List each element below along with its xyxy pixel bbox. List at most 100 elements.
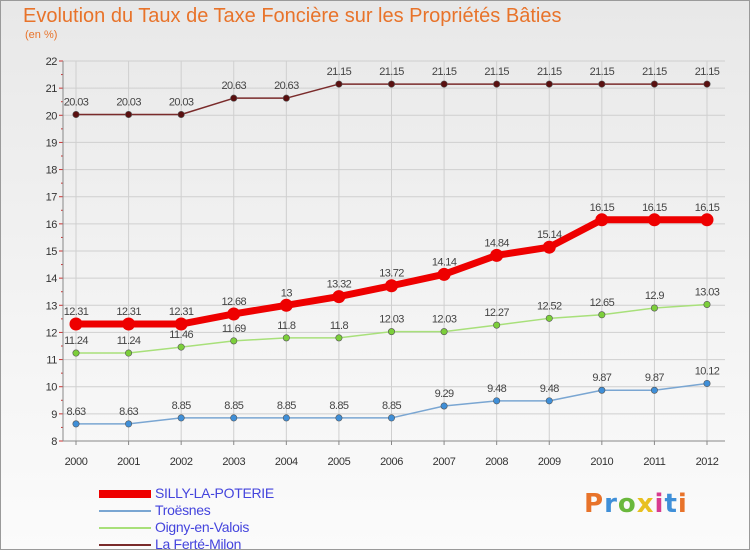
data-label: 12.52 (537, 300, 562, 312)
data-labels: 12.31 12.31 12.31 12.68 13 13.32 13.72 14.14 14.… (64, 66, 721, 418)
legend-swatch (99, 510, 151, 512)
data-point (174, 317, 188, 331)
data-label: 8.85 (172, 400, 191, 412)
y-unit-label: (en %) (25, 29, 58, 41)
y-tick-label: 9 (51, 409, 57, 421)
x-tick-label: 2006 (380, 456, 403, 468)
data-point (177, 414, 185, 422)
x-tick-label: 2010 (590, 456, 613, 468)
data-point (545, 397, 553, 405)
y-tick-label: 13 (46, 300, 58, 312)
x-tick-label: 2000 (65, 456, 88, 468)
data-label: 8.63 (119, 406, 138, 418)
data-label: 10.12 (695, 365, 720, 377)
data-label: 8.63 (66, 406, 85, 418)
axes: 8 9 10 11 12 13 14 15 16 17 18 19 20 21 22 2000 2001 2002… (46, 56, 725, 468)
data-point (385, 279, 398, 293)
data-label: 12.31 (169, 306, 194, 318)
grid-lines (63, 60, 725, 442)
data-label: 16.15 (695, 202, 720, 214)
data-point (545, 80, 553, 88)
logo-letter: r (604, 489, 618, 519)
data-point (647, 213, 661, 227)
data-point (282, 414, 290, 422)
data-point (700, 213, 714, 227)
y-tick-label: 16 (46, 219, 58, 231)
legend-swatch (99, 527, 151, 529)
x-tick-label: 2007 (433, 456, 456, 468)
data-point (650, 80, 658, 88)
data-label: 11.8 (330, 320, 349, 332)
data-label: 21.15 (327, 66, 352, 78)
data-point (595, 213, 609, 227)
y-tick-label: 21 (46, 83, 58, 95)
data-point (177, 110, 185, 118)
y-tick-label: 17 (46, 192, 58, 204)
data-label: 9.87 (592, 372, 611, 384)
data-label: 9.48 (540, 383, 559, 395)
data-label: 13.03 (695, 286, 720, 298)
data-label: 21.15 (695, 66, 720, 78)
data-label: 11.8 (277, 320, 296, 332)
data-label: 15.14 (537, 229, 562, 241)
data-label: 12.31 (116, 306, 141, 318)
data-label: 21.15 (379, 66, 404, 78)
data-label: 16.15 (642, 202, 667, 214)
data-point (440, 402, 448, 410)
data-point (387, 414, 395, 422)
data-point (703, 379, 711, 387)
data-point (230, 337, 238, 345)
data-label: 13.32 (327, 279, 352, 291)
data-label: 11.69 (222, 323, 246, 335)
x-tick-label: 2008 (485, 456, 508, 468)
data-point (387, 80, 395, 88)
y-tick-label: 10 (46, 382, 58, 394)
data-point (650, 386, 658, 394)
data-label: 12.65 (590, 297, 615, 309)
data-point (703, 80, 711, 88)
data-label: 21.15 (432, 66, 457, 78)
y-tick-label: 11 (46, 355, 57, 367)
data-label: 16.15 (590, 202, 615, 214)
data-point (440, 328, 448, 336)
data-point (177, 343, 185, 351)
x-tick-label: 2004 (275, 456, 298, 468)
x-tick-label: 2009 (538, 456, 561, 468)
data-point (493, 80, 501, 88)
data-point (598, 311, 606, 319)
x-tick-label: 2001 (117, 456, 140, 468)
x-tick-label: 2011 (643, 456, 665, 468)
legend-label: Oigny-en-Valois (155, 519, 250, 535)
data-label: 9.29 (435, 388, 454, 400)
legend-label: SILLY-LA-POTERIE (155, 485, 274, 501)
data-label: 13.72 (379, 268, 404, 280)
y-tick-label: 12 (46, 327, 58, 339)
data-label: 20.03 (64, 96, 89, 108)
y-tick-label: 14 (46, 273, 58, 285)
data-label: 12.31 (64, 306, 89, 318)
data-label: 12.03 (379, 314, 404, 326)
data-label: 11.46 (169, 329, 193, 341)
data-point (542, 240, 556, 254)
x-tick-label: 2012 (696, 456, 719, 468)
data-label: 11.24 (117, 335, 141, 347)
data-point (493, 321, 501, 329)
data-point (125, 420, 133, 428)
data-label: 12.27 (484, 307, 509, 319)
chart-title: Evolution du Taux de Taxe Foncière sur l… (23, 5, 562, 27)
x-tick-label: 2002 (170, 456, 193, 468)
data-point (282, 94, 290, 102)
data-label: 21.15 (484, 66, 509, 78)
x-tick-label: 2003 (222, 456, 245, 468)
data-label: 21.15 (590, 66, 615, 78)
x-tick-label: 2005 (327, 456, 350, 468)
proxiti-logo: Proxiti (584, 489, 688, 519)
data-point (335, 334, 343, 342)
data-point (650, 304, 658, 312)
data-point (279, 298, 293, 312)
data-label: 20.63 (274, 80, 299, 92)
data-label: 8.85 (277, 400, 296, 412)
data-point (598, 80, 606, 88)
legend-label: Troësnes (155, 502, 211, 518)
